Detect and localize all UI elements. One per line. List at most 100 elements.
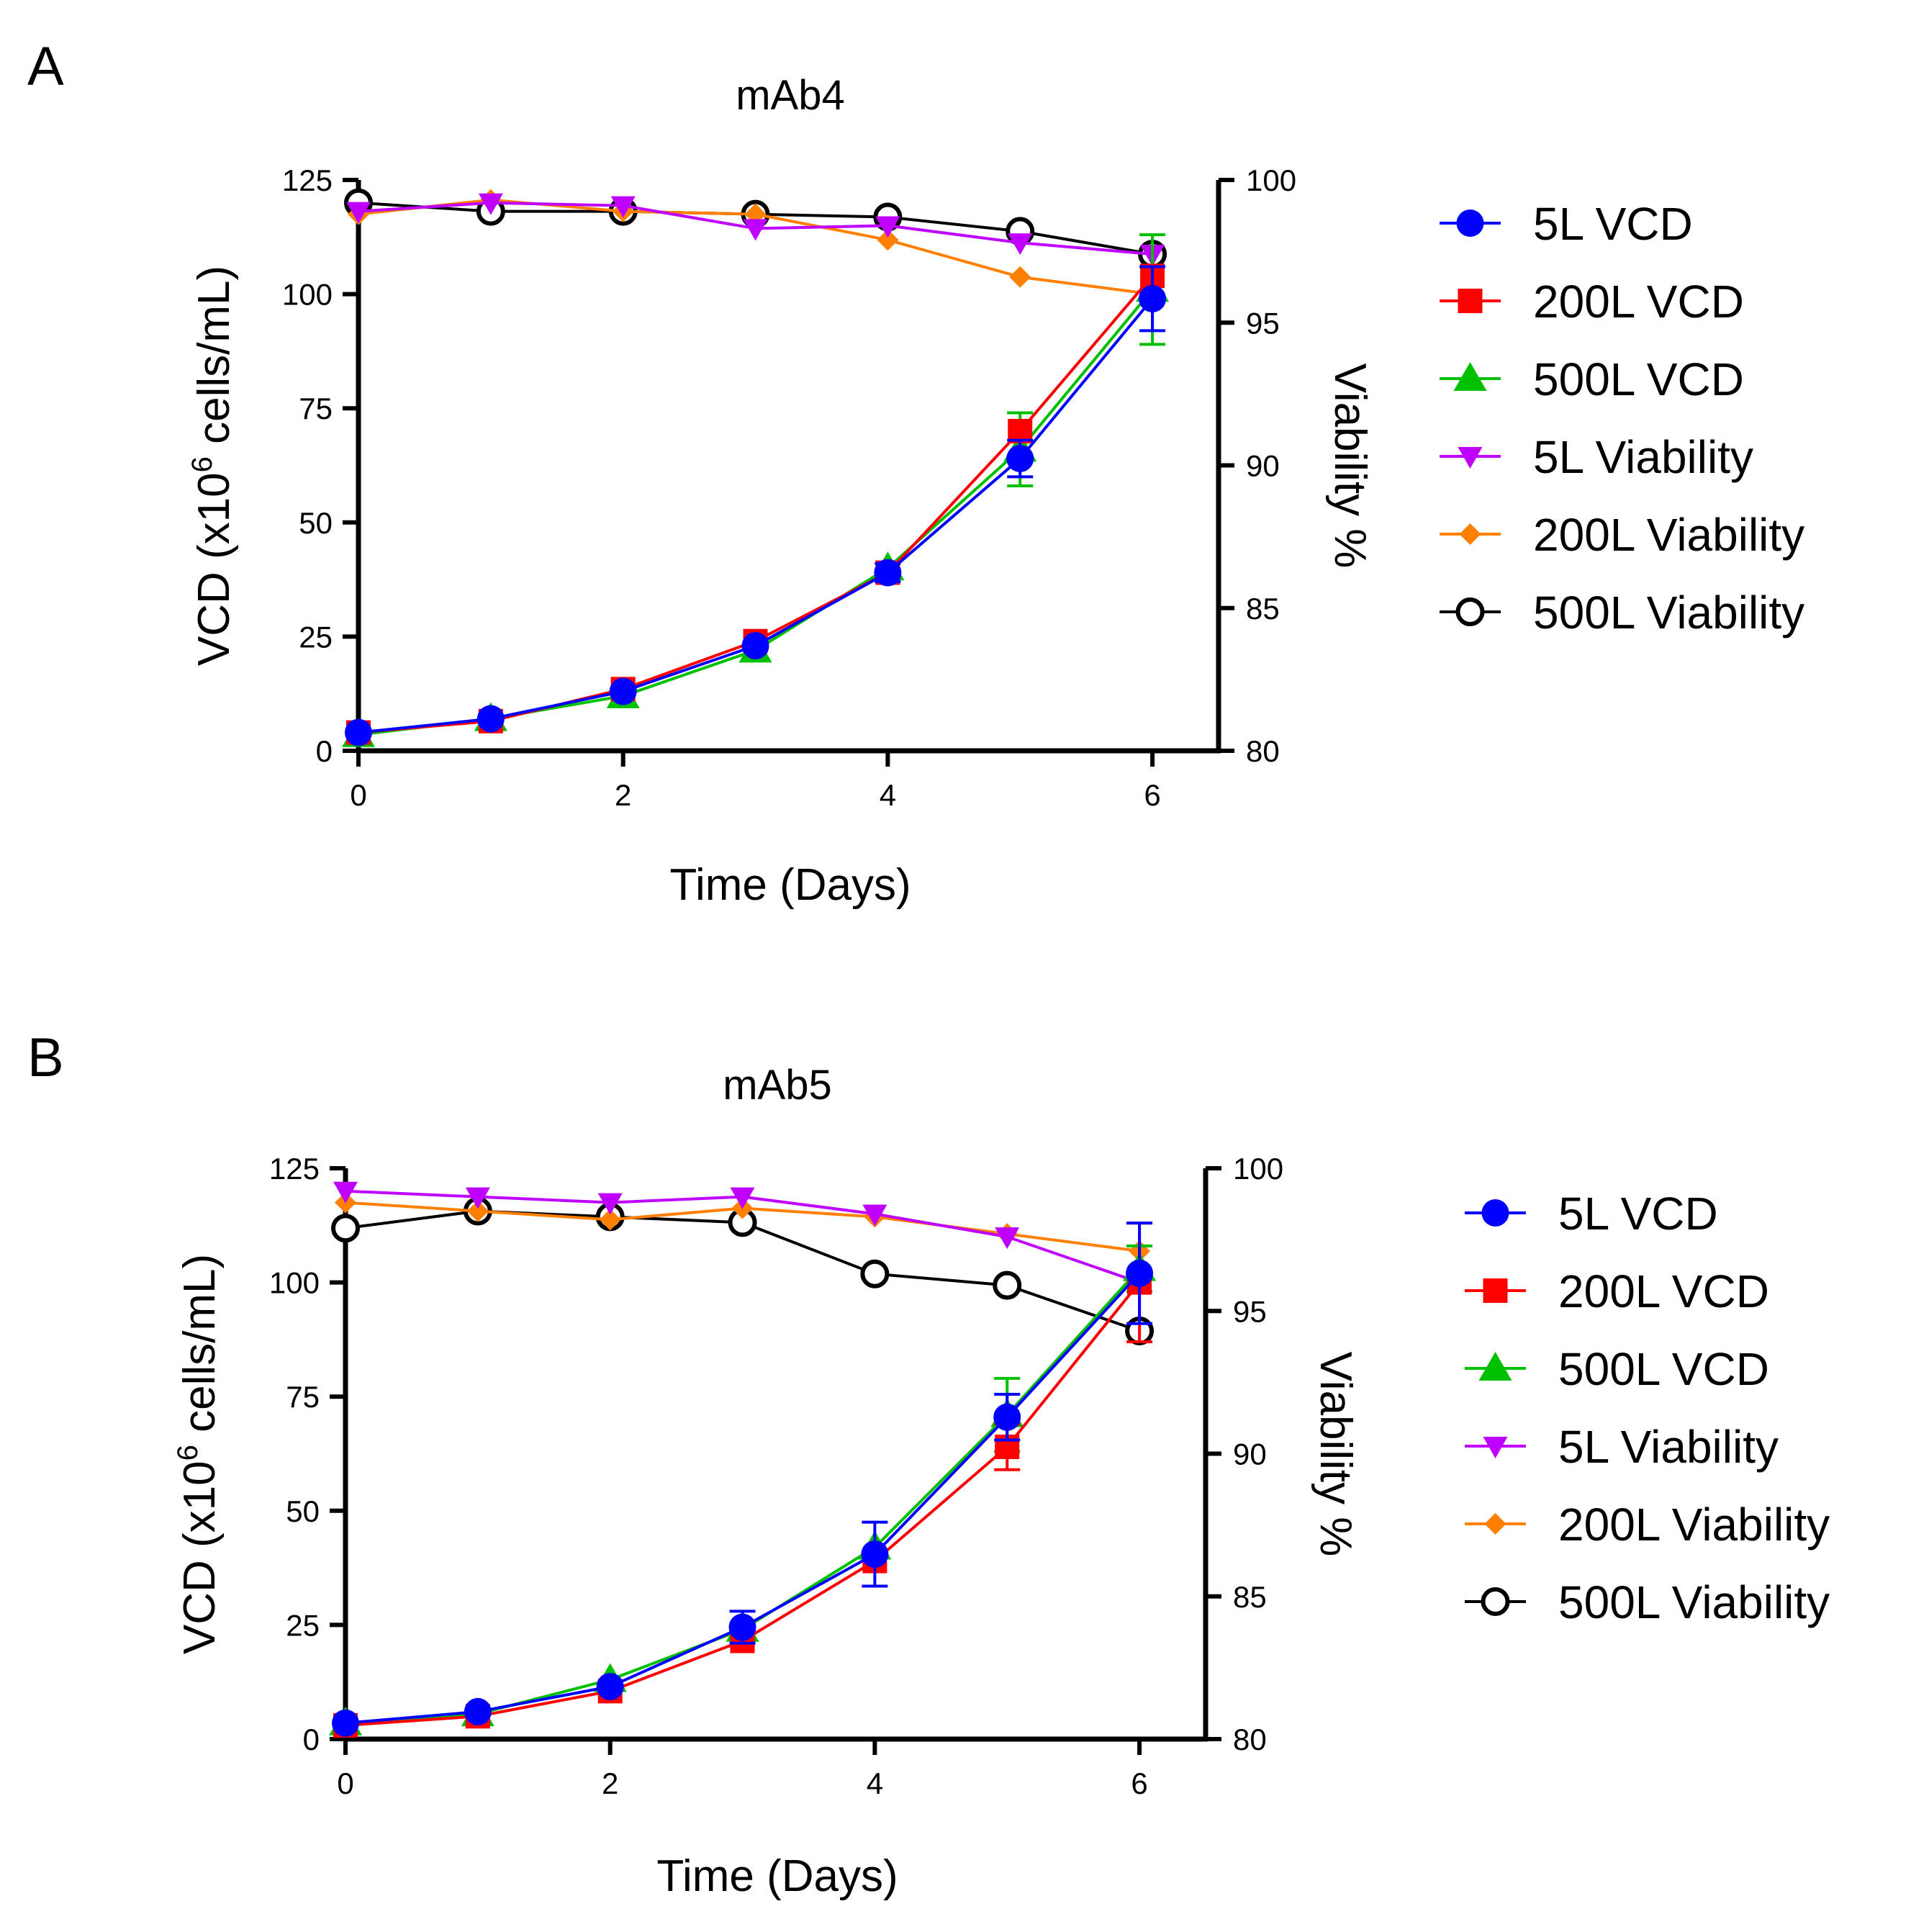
y-left-tick-label: 125 (282, 163, 333, 197)
legend-marker (1453, 362, 1487, 391)
legend-item: 500L Viability (1465, 1576, 1830, 1628)
y-left-tick-label: 100 (282, 278, 333, 312)
legend: 5L VCD 200L VCD 500L VCD 5L Viability 200L V… (1440, 198, 1804, 638)
chart-title: mAb4 (736, 72, 845, 119)
legend-label: 500L Viability (1558, 1576, 1830, 1628)
legend-marker (1481, 1199, 1509, 1227)
data-point (874, 559, 902, 587)
data-point (466, 1200, 489, 1222)
legend-item: 200L Viability (1465, 1499, 1830, 1550)
series-line (345, 1268, 1141, 1725)
series-line (358, 288, 1154, 736)
data-point (995, 1227, 1020, 1250)
legend-marker (1456, 209, 1484, 237)
y-right-tick-label: 85 (1246, 592, 1280, 626)
y-right-tick-label: 95 (1233, 1294, 1267, 1328)
y-right-tick-label: 100 (1246, 163, 1296, 197)
series-200l-viability (348, 189, 1164, 305)
y-left-tick-label: 100 (269, 1266, 320, 1300)
data-point (741, 632, 769, 660)
legend-marker (1483, 1278, 1508, 1303)
y-axis-left-title: VCD (x106 cells/mL) (172, 1254, 225, 1654)
data-point (875, 216, 900, 238)
series-line (358, 274, 1154, 734)
legend-label: 5L VCD (1533, 198, 1693, 250)
data-point (861, 1540, 889, 1568)
series-200l-vcd (333, 1222, 1153, 1738)
data-point (331, 1214, 360, 1243)
series-500l-vcd (329, 1244, 1157, 1735)
x-tick-label: 2 (615, 778, 631, 812)
series-5l-viability (333, 1181, 1152, 1295)
legend-marker (1458, 447, 1483, 469)
legend-item: 200L Viability (1440, 509, 1804, 561)
legend-marker (1481, 1587, 1510, 1616)
legend-label: 5L Viability (1558, 1421, 1779, 1473)
y-right-tick-label: 95 (1246, 306, 1280, 340)
legend-marker (1455, 597, 1485, 626)
data-point (1009, 266, 1031, 288)
legend-item: 200L VCD (1440, 276, 1744, 328)
y-left-tick-label: 125 (269, 1152, 320, 1186)
y-left-tick-label: 50 (299, 506, 333, 540)
y-left-tick-label: 50 (286, 1494, 320, 1528)
series-5l-vcd (345, 265, 1167, 746)
x-tick-label: 6 (1131, 1766, 1147, 1800)
data-point (599, 1209, 621, 1231)
y-right-tick-label: 90 (1246, 449, 1280, 483)
legend-item: 5L Viability (1440, 431, 1753, 483)
data-point (609, 677, 637, 705)
y-right-tick-label: 80 (1246, 734, 1280, 768)
data-point (333, 1181, 358, 1204)
series-200l-vcd (346, 263, 1165, 745)
data-point (993, 1403, 1021, 1431)
data-point (597, 1193, 623, 1215)
y-axis-right-title: Viability % (1311, 1352, 1360, 1557)
data-point (346, 202, 371, 224)
series-500l-vcd (342, 233, 1170, 747)
data-point (993, 1270, 1022, 1300)
y-left-tick-label: 25 (286, 1608, 320, 1642)
y-left-tick-label: 75 (286, 1380, 320, 1414)
x-tick-label: 4 (880, 778, 896, 812)
x-tick-label: 2 (602, 1766, 618, 1800)
data-point (610, 196, 636, 218)
series-line (358, 297, 1154, 734)
legend-label: 500L Viability (1533, 587, 1804, 638)
legend-item: 500L VCD (1465, 1343, 1769, 1395)
panel-letter: A (27, 36, 64, 97)
x-axis-title: Time (Days) (669, 860, 911, 910)
legend-item: 5L VCD (1465, 1188, 1718, 1240)
legend-marker (1459, 523, 1481, 545)
y-left-tick-label: 75 (299, 392, 333, 425)
legend-label: 200L Viability (1533, 509, 1804, 561)
y-left-tick-label: 0 (316, 734, 333, 768)
y-axis-left-title: VCD (x106 cells/mL) (186, 266, 239, 666)
legend-marker (1483, 1437, 1508, 1458)
data-point (860, 1259, 890, 1288)
data-point (1139, 284, 1167, 312)
data-point (596, 1673, 624, 1701)
data-point (464, 1697, 492, 1725)
data-point (465, 1187, 490, 1209)
legend-marker (1484, 1513, 1506, 1535)
data-point (877, 229, 899, 251)
data-point (332, 1709, 359, 1737)
legend-label: 200L VCD (1558, 1265, 1769, 1317)
legend-label: 5L VCD (1558, 1188, 1718, 1240)
data-point (1006, 444, 1034, 472)
series-500l-viability (331, 1196, 1155, 1346)
x-tick-label: 0 (337, 1766, 353, 1800)
legend-label: 500L VCD (1533, 353, 1744, 405)
data-point (730, 1187, 755, 1209)
y-right-tick-label: 85 (1233, 1580, 1267, 1614)
y-right-tick-label: 100 (1233, 1152, 1283, 1186)
data-point (862, 1204, 887, 1227)
series-line (345, 1281, 1141, 1727)
legend-item: 5L Viability (1465, 1421, 1779, 1473)
x-tick-label: 0 (350, 778, 366, 812)
data-point (743, 219, 768, 241)
